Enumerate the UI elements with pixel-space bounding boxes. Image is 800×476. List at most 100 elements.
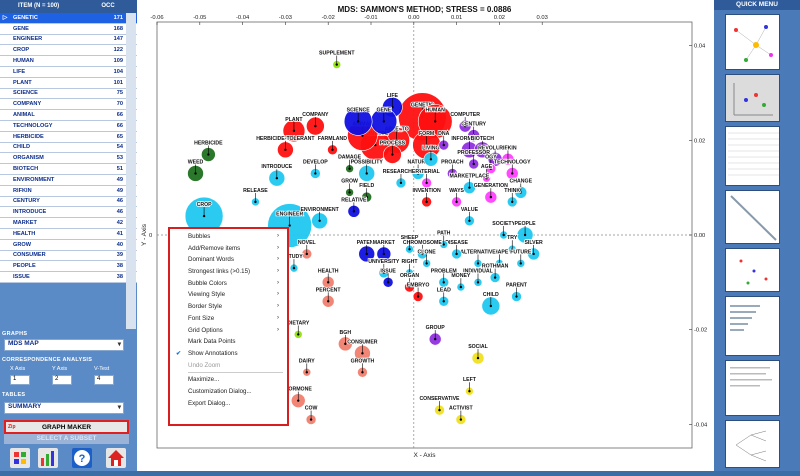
table-row[interactable]: HUMAN 109 xyxy=(0,56,137,67)
table-row[interactable]: RIFKIN 49 xyxy=(0,185,137,197)
table-row[interactable]: GENE 168 xyxy=(0,23,137,35)
table-type-select[interactable]: SUMMARY ▾ xyxy=(4,402,124,414)
bubble-farmland: FARMLAND xyxy=(317,135,348,156)
bubble-dot xyxy=(468,186,471,189)
menu-item-export-dialog[interactable]: Export Dialog... xyxy=(170,398,287,410)
thumbnail-list[interactable] xyxy=(725,360,780,416)
bubble-dot xyxy=(292,129,296,133)
bubble-dairy: DAIRY xyxy=(298,357,316,377)
table-row[interactable]: PEOPLE 38 xyxy=(0,261,137,273)
menu-item-bubble-colors[interactable]: Bubble Colors › xyxy=(170,278,287,290)
table-row[interactable]: LIFE 104 xyxy=(0,66,137,78)
menu-item-mark-data-points[interactable]: Mark Data Points xyxy=(170,336,287,348)
table-row[interactable]: PLANT 101 xyxy=(0,77,137,89)
x-axis-select[interactable]: 1 xyxy=(10,375,30,385)
menu-item-label: Viewing Style xyxy=(188,291,226,299)
menu-item-viewing-style[interactable]: Viewing Style › xyxy=(170,289,287,301)
menu-item-border-style[interactable]: Border Style › xyxy=(170,301,287,313)
bubble-proach: PROACH xyxy=(440,159,465,179)
bubble-company: COMPANY xyxy=(301,111,330,136)
table-row[interactable]: CENTURY 46 xyxy=(0,196,137,208)
bubble-ogy: OGY xyxy=(484,154,498,175)
grid-tool-button[interactable] xyxy=(10,448,30,468)
thumbnail-tree[interactable] xyxy=(725,420,780,468)
graph-type-select[interactable]: MDS MAP ▾ xyxy=(4,339,124,351)
bubble-dot xyxy=(463,124,467,128)
bubble-activist: ACTIVIST xyxy=(448,405,474,425)
y-axis-select[interactable]: 2 xyxy=(52,375,72,385)
select-subset-button[interactable]: SELECT A SUBSET xyxy=(4,434,129,444)
table-row[interactable]: MARKET 42 xyxy=(0,218,137,229)
bubble-social: SOCIAL xyxy=(467,343,489,365)
bubble-dot xyxy=(493,158,497,161)
thumbnail-network-map[interactable] xyxy=(725,14,780,70)
x-axis-label: X Axis xyxy=(10,366,26,372)
table-row[interactable]: HEALTH 41 xyxy=(0,228,137,240)
bubble-biotech: BIOTECH xyxy=(470,135,495,159)
table-row[interactable]: ENGINEER 147 xyxy=(0,34,137,46)
vtest-select[interactable]: 4 xyxy=(94,375,114,385)
bubble-dot xyxy=(476,356,480,360)
bubble-label: FIELD xyxy=(359,183,374,189)
table-row[interactable]: HERBICIDE 65 xyxy=(0,131,137,143)
menu-item-customization-dialog[interactable]: Customization Dialog... xyxy=(170,386,287,398)
table-row[interactable]: ISSUE 38 xyxy=(0,272,137,283)
bubble-think: THINK xyxy=(504,187,521,208)
bubble-label: VALUE xyxy=(461,207,479,213)
bubble-label: ROTHMAN xyxy=(482,264,509,270)
table-row[interactable]: ORGANISM 53 xyxy=(0,153,137,165)
thumbnail-table-2[interactable] xyxy=(725,190,780,244)
menu-item-strongest-links-0-15[interactable]: Strongest links (>0.15) › xyxy=(170,266,287,278)
bubble-dot xyxy=(434,120,437,123)
menu-item-label: Border Style xyxy=(188,303,223,311)
graph-maker-button[interactable]: Zip GRAPH MAKER xyxy=(4,420,129,434)
menu-item-maximize[interactable]: Maximize... xyxy=(170,374,287,386)
bubble-dot xyxy=(344,342,347,346)
table-row[interactable]: CONSUMER 39 xyxy=(0,250,137,262)
menu-item-label: Bubbles xyxy=(188,233,211,240)
help-button[interactable]: ? xyxy=(72,448,92,468)
table-row[interactable]: GROW 40 xyxy=(0,239,137,251)
bubble-dot xyxy=(382,120,386,123)
bubble-label: THINK xyxy=(504,188,520,194)
bubble-label: GROWTH xyxy=(351,358,375,364)
bubble-label: GENE xyxy=(376,107,391,113)
x-tick-label: 0.01 xyxy=(451,15,462,21)
thumbnail-3d-plot[interactable] xyxy=(725,74,780,122)
thumbnail-map[interactable] xyxy=(725,248,780,292)
table-row[interactable]: ENVIRONMENT 49 xyxy=(0,174,137,186)
table-row[interactable]: CHILD 54 xyxy=(0,142,137,154)
table-row[interactable]: CROP 122 xyxy=(0,45,137,57)
table-row[interactable]: TECHNOLOGY 66 xyxy=(0,120,137,132)
menu-item-label: Strongest links (>0.15) xyxy=(188,268,251,276)
menu-item-bubbles[interactable]: Bubbles › xyxy=(170,231,287,243)
menu-item-add-remove-items[interactable]: Add/Remove items › xyxy=(170,243,287,255)
bubble-revolution: REVOLUTION xyxy=(477,144,513,167)
menu-item-show-annotations[interactable]: ✔ Show Annotations xyxy=(170,348,287,360)
row-item: ENGINEER xyxy=(13,36,43,43)
bubble-value: VALUE xyxy=(460,206,479,227)
submenu-arrow-icon: › xyxy=(277,233,279,239)
chart-tool-button[interactable] xyxy=(38,448,58,468)
home-icon xyxy=(108,450,124,466)
table-scrollbar[interactable] xyxy=(126,13,136,329)
thumbnail-bars[interactable] xyxy=(725,296,780,356)
bubble-dot xyxy=(386,281,390,284)
menu-item-grid-options[interactable]: Grid Options › xyxy=(170,325,287,337)
bubble-label: PATENT xyxy=(357,240,378,246)
bubble-consumer: CONSUMER xyxy=(347,339,379,362)
bubble-dot xyxy=(468,219,471,222)
thumbnail-table-1[interactable] xyxy=(725,126,780,186)
bubble-hormone: HORMONE xyxy=(284,386,313,408)
table-row[interactable]: INTRODUCE 46 xyxy=(0,207,137,219)
table-row[interactable]: SCIENCE 75 xyxy=(0,88,137,100)
table-row[interactable]: ▷ GENETIC 171 xyxy=(0,13,137,24)
bubble-label: GENETIC xyxy=(411,103,434,109)
menu-item-font-size[interactable]: Font Size › xyxy=(170,313,287,325)
x-tick-label: 0.03 xyxy=(537,15,548,21)
table-row[interactable]: COMPANY 70 xyxy=(0,99,137,111)
table-row[interactable]: ANIMAL 66 xyxy=(0,110,137,121)
menu-item-dominant-words[interactable]: Dominant Words › xyxy=(170,254,287,266)
table-row[interactable]: BIOTECH 51 xyxy=(0,164,137,175)
home-button[interactable] xyxy=(106,448,126,468)
